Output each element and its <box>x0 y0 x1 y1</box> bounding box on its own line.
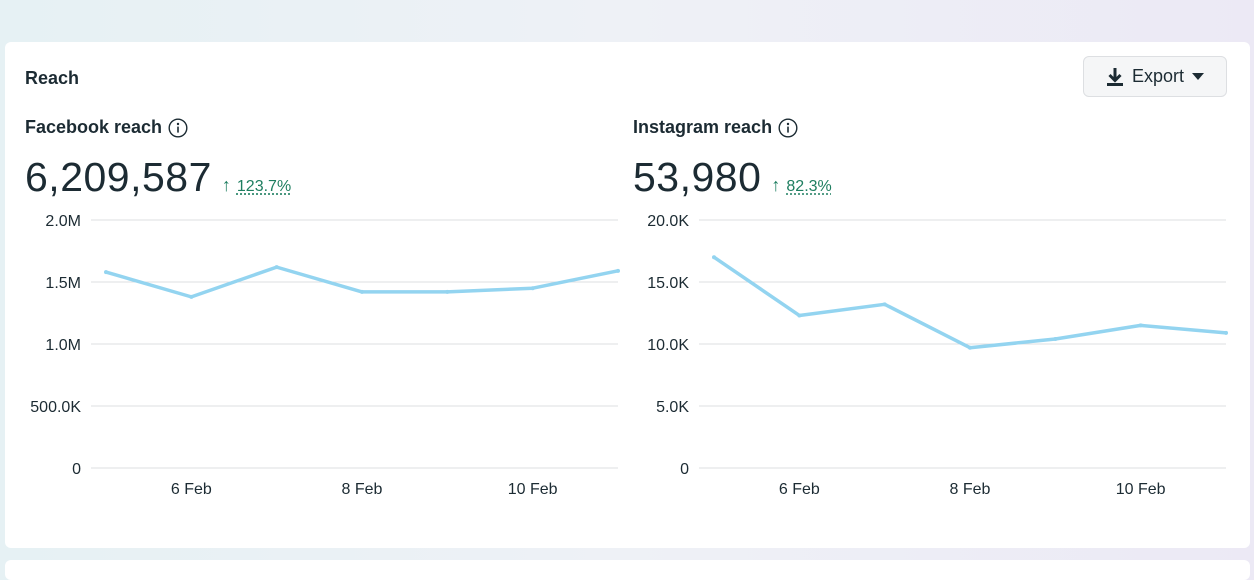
data-point[interactable] <box>712 255 716 260</box>
data-point[interactable] <box>968 345 972 350</box>
data-point[interactable] <box>104 270 108 275</box>
change-indicator: ↑ 82.3% <box>771 175 831 196</box>
metric: 53,980 ↑ 82.3% <box>633 154 832 201</box>
instagram-reach-title: Instagram reach <box>633 117 773 137</box>
data-point[interactable] <box>616 268 620 273</box>
change-percent[interactable]: 82.3% <box>786 178 832 195</box>
info-icon[interactable] <box>168 117 188 138</box>
data-point[interactable] <box>189 294 194 299</box>
info-icon[interactable] <box>778 117 798 138</box>
data-point[interactable] <box>530 286 535 291</box>
facebook-reach-chart: 0 500.0K 1.0M 1.5M 2.0M 6 Feb 8 Feb 10 Feb <box>30 213 620 498</box>
panel-title: Facebook reach <box>25 117 188 138</box>
export-label: Export <box>1131 66 1185 86</box>
facebook-reach-panel: Facebook reach 6,209,587 ↑ 123.7% 0 500.0… <box>25 114 625 534</box>
data-point[interactable] <box>445 289 450 294</box>
card-title: Reach <box>25 68 80 88</box>
y-tick-label: 15.0K <box>647 275 689 292</box>
y-tick-label: 0 <box>680 461 689 478</box>
data-point[interactable] <box>1224 330 1228 335</box>
data-point[interactable] <box>274 265 279 270</box>
x-tick-label: 10 Feb <box>1116 481 1166 498</box>
up-arrow-icon: ↑ <box>771 175 781 195</box>
facebook-reach-title: Facebook reach <box>25 117 163 137</box>
caret-down-icon <box>1192 72 1205 81</box>
x-tick-label: 8 Feb <box>342 481 383 498</box>
data-point[interactable] <box>1138 323 1143 328</box>
y-tick-label: 20.0K <box>647 213 689 230</box>
next-card <box>5 560 1250 580</box>
reach-card: Reach Export Facebook reach <box>5 42 1250 548</box>
data-point[interactable] <box>797 313 802 318</box>
y-tick-label: 0 <box>72 461 81 478</box>
instagram-reach-panel: Instagram reach 53,980 ↑ 82.3% 0 5.0K 10.0… <box>633 114 1233 534</box>
y-tick-label: 10.0K <box>647 337 689 354</box>
instagram-reach-value: 53,980 <box>633 154 762 200</box>
up-arrow-icon: ↑ <box>221 175 231 195</box>
download-icon <box>1106 67 1124 87</box>
x-tick-label: 8 Feb <box>950 481 991 498</box>
metric: 6,209,587 ↑ 123.7% <box>25 154 291 201</box>
change-indicator: ↑ 123.7% <box>222 175 291 196</box>
x-tick-label: 6 Feb <box>779 481 820 498</box>
y-tick-label: 1.0M <box>45 337 81 354</box>
y-tick-label: 500.0K <box>30 399 81 416</box>
data-point[interactable] <box>882 302 887 307</box>
panel-title: Instagram reach <box>633 117 798 138</box>
data-point[interactable] <box>1053 337 1058 342</box>
y-tick-label: 1.5M <box>45 275 81 292</box>
y-tick-label: 5.0K <box>656 399 689 416</box>
export-button[interactable]: Export <box>1083 56 1227 97</box>
change-percent[interactable]: 123.7% <box>236 178 292 195</box>
instagram-reach-chart: 0 5.0K 10.0K 15.0K 20.0K 6 Feb 8 Feb 10 Feb <box>647 213 1228 498</box>
x-tick-label: 6 Feb <box>171 481 212 498</box>
series-line[interactable] <box>712 255 1228 350</box>
data-point[interactable] <box>360 289 364 294</box>
x-tick-label: 10 Feb <box>508 481 558 498</box>
facebook-reach-value: 6,209,587 <box>25 154 212 200</box>
y-tick-label: 2.0M <box>45 213 81 230</box>
